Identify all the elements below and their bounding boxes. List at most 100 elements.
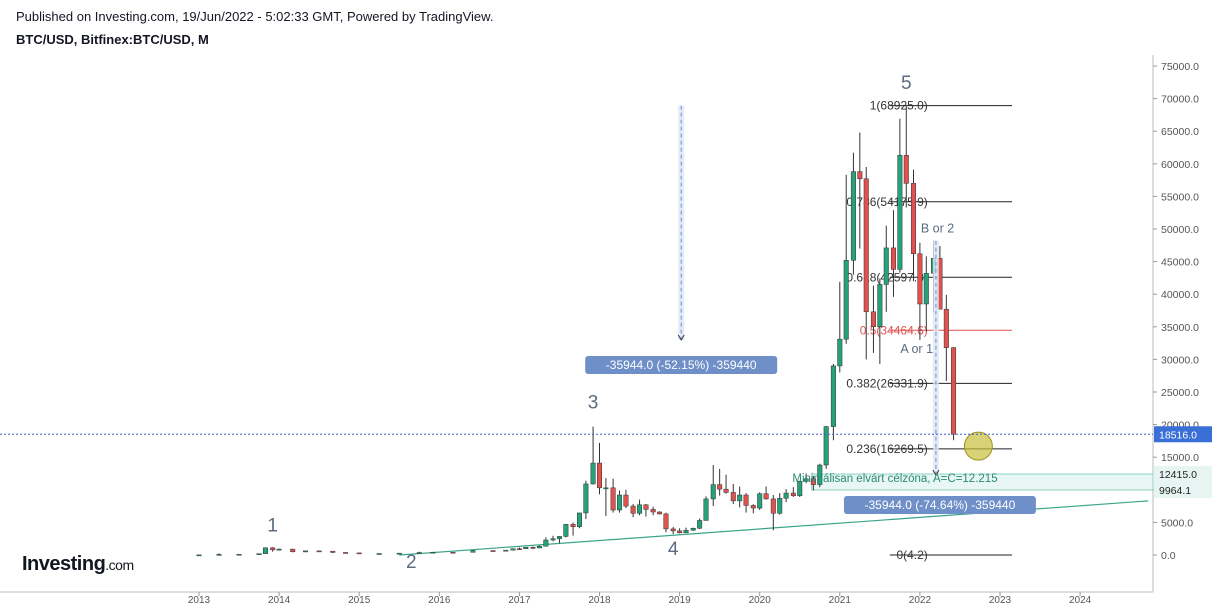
candle-body bbox=[803, 478, 809, 482]
candle-body bbox=[850, 171, 856, 261]
candle-body bbox=[951, 347, 957, 435]
candle-body bbox=[783, 492, 789, 499]
candle-body bbox=[943, 308, 949, 348]
candle-body bbox=[710, 484, 716, 500]
measure-arrow bbox=[932, 469, 940, 477]
x-tick-label: 2017 bbox=[508, 595, 531, 606]
x-tick-label: 2016 bbox=[428, 595, 451, 606]
candles-layer bbox=[196, 105, 957, 557]
candle-body bbox=[236, 553, 242, 556]
measure-band bbox=[678, 105, 685, 340]
y-tick-label: 60000.0 bbox=[1161, 159, 1199, 171]
wave-label: 5 bbox=[901, 73, 912, 94]
zone-bottom-tag: 9964.1 bbox=[1159, 485, 1191, 497]
labels-layer: 1 2 3 4 5 B or 2 A or 1 Minimálisan elvárt célz… bbox=[267, 73, 997, 573]
candle-body bbox=[530, 546, 536, 549]
candle-body bbox=[830, 365, 836, 427]
x-tick-label: 2013 bbox=[188, 595, 211, 606]
y-tick-label: 55000.0 bbox=[1161, 191, 1199, 203]
candle-body bbox=[770, 498, 776, 514]
candle-body bbox=[737, 494, 743, 502]
y-tick-label: 75000.0 bbox=[1161, 61, 1199, 73]
candle-body bbox=[276, 548, 282, 551]
candle-body bbox=[810, 478, 816, 485]
candle-body bbox=[730, 492, 736, 502]
candle-body bbox=[690, 528, 696, 531]
fib-retracement-layer: 1(68925.0)0.786(54175.9)0.618(42597.3)0.… bbox=[846, 99, 1013, 562]
candle-body bbox=[857, 171, 863, 180]
y-tick-label: 40000.0 bbox=[1161, 289, 1199, 301]
candle-body bbox=[330, 550, 336, 553]
candle-body bbox=[917, 253, 923, 305]
y-tick-label: 5000.0 bbox=[1161, 517, 1193, 529]
candle-body bbox=[376, 553, 382, 555]
candle-body bbox=[883, 247, 889, 285]
x-tick-label: 2019 bbox=[668, 595, 691, 606]
axes: 75000.070000.065000.060000.055000.050000… bbox=[0, 55, 1199, 606]
y-tick-label: 65000.0 bbox=[1161, 126, 1199, 138]
candle-body bbox=[516, 548, 522, 550]
candle-body bbox=[597, 462, 602, 489]
candle-body bbox=[470, 550, 476, 553]
candle-body bbox=[450, 551, 456, 554]
measure-band bbox=[932, 240, 939, 476]
wave-label: 2 bbox=[406, 552, 417, 573]
candle-body bbox=[717, 484, 723, 490]
candle-body bbox=[670, 528, 676, 532]
fib-level-label: 0.236(16269.5) bbox=[846, 442, 927, 456]
candle-body bbox=[303, 550, 309, 553]
annotation-label: B or 2 bbox=[921, 221, 954, 235]
candle-body bbox=[503, 549, 509, 552]
wave-label: 4 bbox=[668, 539, 679, 560]
zone-bottom-tag-box bbox=[1154, 482, 1212, 499]
measure-label: -35944.0 (-74.64%) -359440 bbox=[865, 498, 1016, 512]
candle-body bbox=[823, 426, 829, 466]
candle-body bbox=[897, 155, 903, 270]
candle-body bbox=[837, 338, 843, 367]
symbol-title: BTC/USD, Bitfinex:BTC/USD, M bbox=[16, 32, 209, 47]
y-tick-label: 35000.0 bbox=[1161, 322, 1199, 334]
candle-body bbox=[650, 509, 656, 513]
candle-body bbox=[556, 536, 562, 539]
wave-label: 3 bbox=[588, 392, 599, 413]
x-tick-label: 2024 bbox=[1069, 595, 1092, 606]
candle-body bbox=[657, 511, 663, 515]
current-price-tag-box bbox=[1154, 426, 1212, 443]
annotation-label: Minimálisan elvárt célzóna, A=C=12.215 bbox=[792, 473, 997, 485]
candle-body bbox=[570, 524, 576, 527]
y-tick-label: 30000.0 bbox=[1161, 354, 1199, 366]
candle-body bbox=[610, 487, 616, 511]
y-tick-label: 15000.0 bbox=[1161, 452, 1199, 464]
measure-label-box bbox=[585, 355, 778, 374]
candle-body bbox=[216, 554, 222, 556]
candle-body bbox=[890, 247, 896, 270]
x-tick-label: 2020 bbox=[749, 595, 772, 606]
candle-body bbox=[583, 483, 589, 514]
candle-body bbox=[817, 464, 823, 485]
candle-body bbox=[703, 498, 709, 521]
candle-body bbox=[763, 493, 769, 500]
candle-body bbox=[910, 183, 916, 255]
y-tick-label: 25000.0 bbox=[1161, 387, 1199, 399]
candle-body bbox=[797, 481, 803, 496]
y-tick-label: 45000.0 bbox=[1161, 257, 1199, 269]
price-labels-layer: 18516.0 12415.0 9964.1 bbox=[0, 426, 1212, 499]
fib-level-label: 0(4.2) bbox=[896, 548, 927, 562]
candle-body bbox=[270, 547, 276, 551]
candle-body bbox=[563, 524, 569, 537]
zone-top-tag: 12415.0 bbox=[1159, 469, 1197, 481]
candle-body bbox=[623, 494, 629, 507]
candle-body bbox=[196, 554, 202, 557]
candle-body bbox=[523, 546, 529, 549]
candle-body bbox=[677, 530, 683, 534]
candle-body bbox=[790, 492, 796, 496]
candle-body bbox=[663, 513, 669, 530]
measure-layer: -35944.0 (-52.15%) -359440 -35944.0 (-74.… bbox=[585, 105, 1036, 515]
published-caption: Published on Investing.com, 19/Jun/2022 … bbox=[16, 9, 494, 24]
candle-body bbox=[256, 553, 262, 555]
candle-body bbox=[576, 512, 582, 527]
measure-label: -35944.0 (-52.15%) -359440 bbox=[606, 358, 757, 372]
candle-body bbox=[877, 284, 883, 328]
candle-body bbox=[870, 311, 876, 328]
